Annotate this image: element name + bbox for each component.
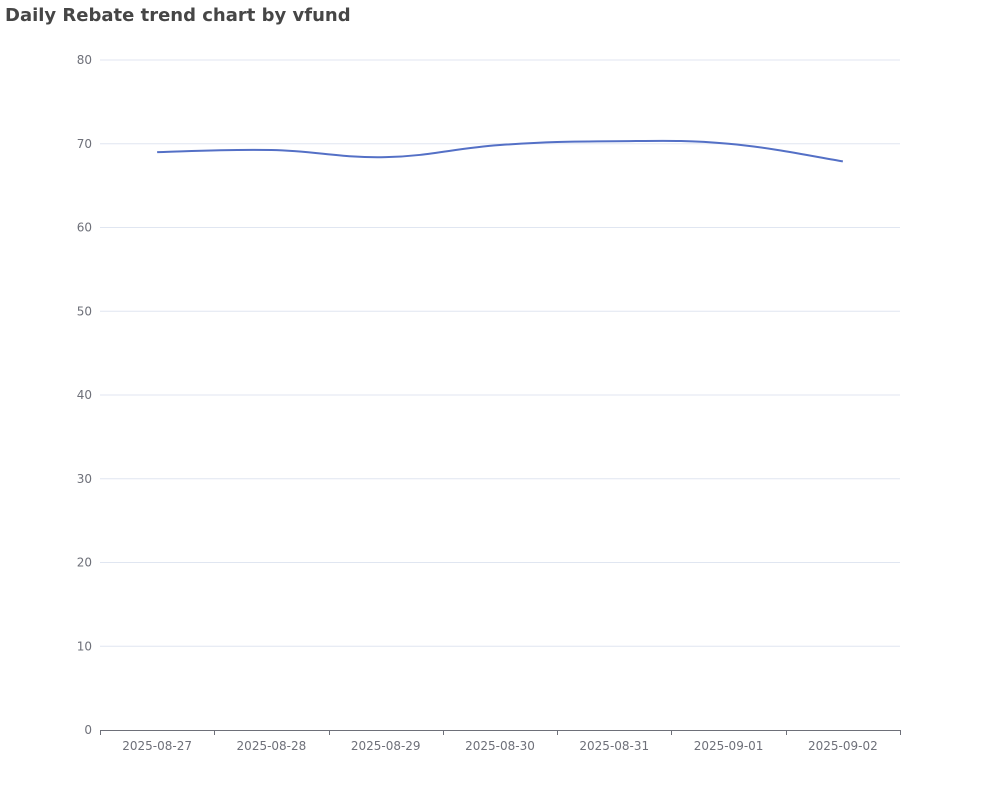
line xyxy=(157,139,844,163)
x-tick-label: 2025-08-27 xyxy=(122,739,192,753)
y-tick-label: 80 xyxy=(77,53,92,67)
y-tick-label: 70 xyxy=(77,137,92,151)
x-tick-label: 2025-08-28 xyxy=(237,739,307,753)
x-tick-label: 2025-09-01 xyxy=(694,739,764,753)
y-tick-label: 10 xyxy=(77,639,92,653)
y-tick-label: 40 xyxy=(77,388,92,402)
x-tick-label: 2025-09-02 xyxy=(808,739,878,753)
y-tick-label: 50 xyxy=(77,304,92,318)
x-tick-label: 2025-08-29 xyxy=(351,739,421,753)
y-tick-label: 0 xyxy=(84,723,92,737)
chart-title: Daily Rebate trend chart by vfund xyxy=(5,5,351,26)
y-tick-label: 60 xyxy=(77,221,92,235)
y-tick-label: 20 xyxy=(77,556,92,570)
y-tick-label: 30 xyxy=(77,472,92,486)
x-tick-label: 2025-08-30 xyxy=(465,739,535,753)
x-tick-label: 2025-08-31 xyxy=(579,739,649,753)
